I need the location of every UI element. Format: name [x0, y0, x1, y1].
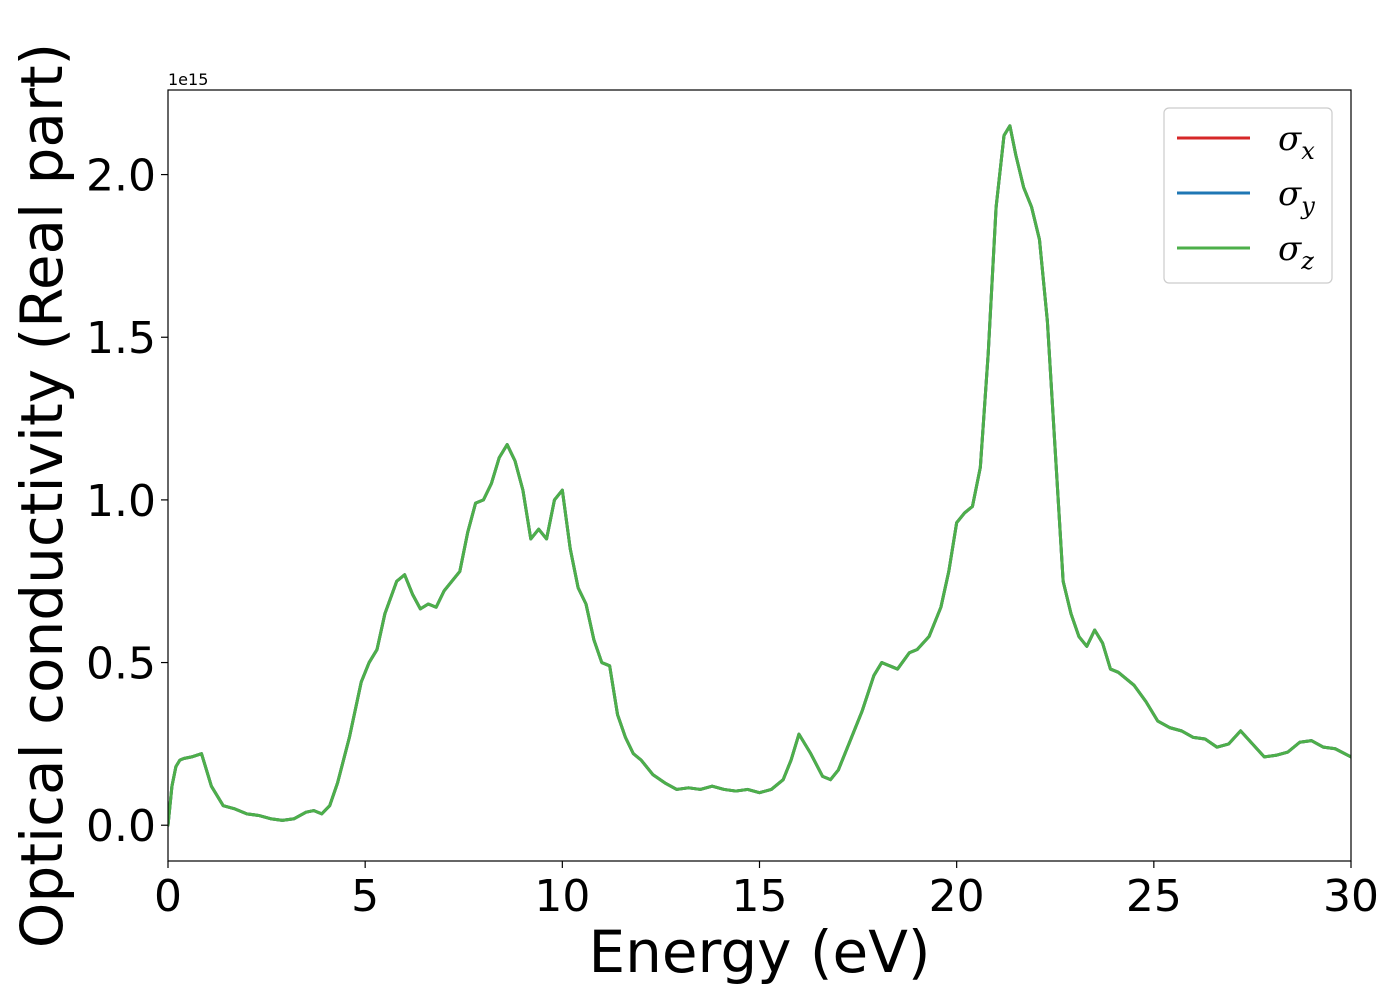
- legend-label-z: σz: [1278, 229, 1314, 275]
- x-tick-label: 25: [1126, 871, 1182, 922]
- x-tick-label: 30: [1323, 871, 1379, 922]
- y-axis-ticks: 0.0 0.5 1.0 1.5 2.0: [86, 151, 168, 852]
- y-tick-label: 2.0: [86, 151, 156, 202]
- y-tick-label: 0.5: [86, 639, 156, 690]
- y-tick-label: 0.0: [86, 801, 156, 852]
- x-tick-label: 0: [154, 871, 182, 922]
- series-layer: [168, 124, 1351, 827]
- legend-label-y: σy: [1278, 174, 1315, 220]
- y-axis-label: Optical conductivity (Real part): [8, 43, 76, 948]
- x-tick-label: 15: [732, 871, 788, 922]
- x-tick-label: 10: [534, 871, 590, 922]
- legend: σx σy σz: [1163, 107, 1333, 284]
- legend-label-x: σx: [1278, 119, 1315, 165]
- x-axis-label: Energy (eV): [588, 918, 930, 986]
- y-tick-label: 1.5: [86, 313, 156, 364]
- x-axis-ticks: 0 5 10 15 20 25 30: [154, 861, 1379, 922]
- series-line-z: [168, 124, 1351, 827]
- x-tick-label: 20: [929, 871, 985, 922]
- y-axis-offset-text: 1e15: [168, 70, 208, 89]
- y-tick-label: 1.0: [86, 476, 156, 527]
- legend-box: [1163, 107, 1333, 284]
- x-tick-label: 5: [351, 871, 379, 922]
